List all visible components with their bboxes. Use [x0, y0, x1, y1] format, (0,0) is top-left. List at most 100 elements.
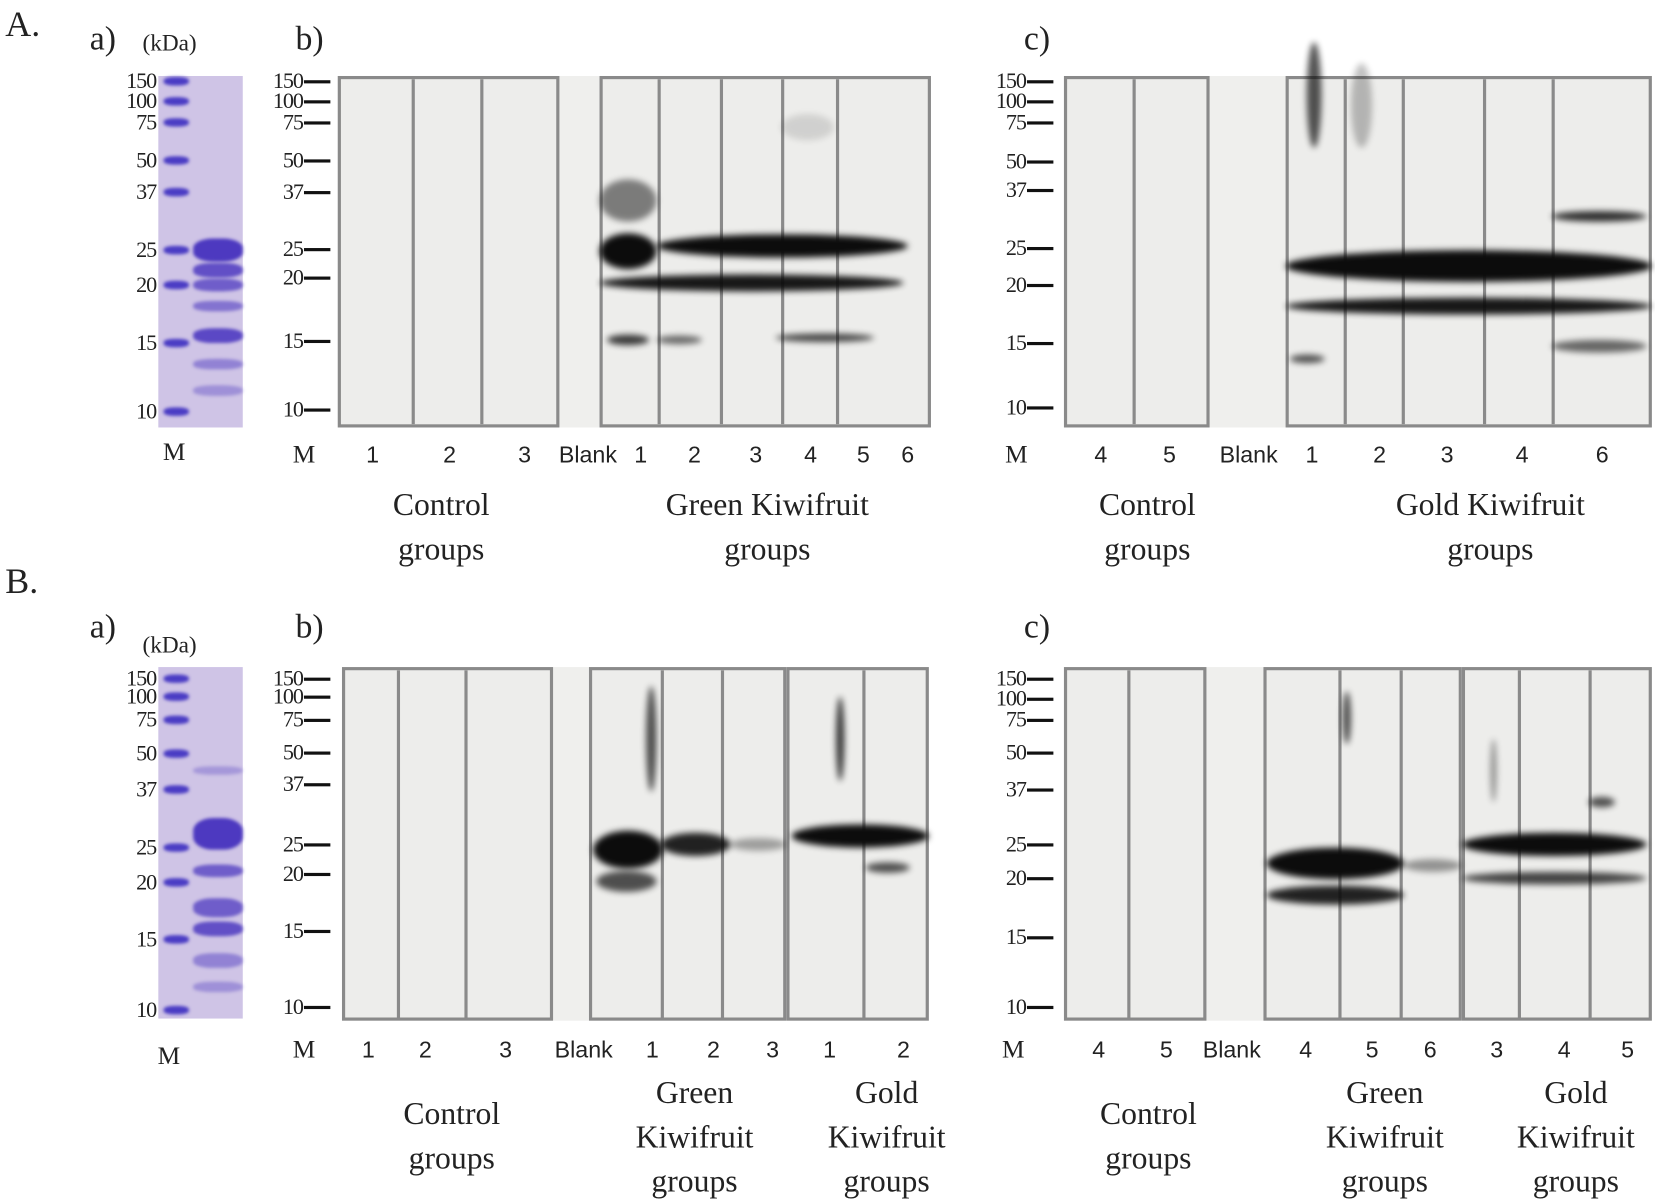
protein-band-B-b [730, 838, 787, 851]
marker-label-A-a: 25 [136, 236, 157, 263]
marker-label-B-b: 20 [282, 860, 304, 887]
marker-band-B [163, 692, 189, 701]
marker-tick-B-b [303, 783, 331, 787]
marker-band-A [163, 245, 189, 255]
group-label-line: groups [408, 1140, 495, 1176]
protein-band-B-c [1266, 885, 1404, 905]
marker-label-B-c: 15 [1005, 924, 1027, 950]
marker-tick-A-b [303, 159, 331, 163]
marker-label-B-b: 50 [282, 739, 304, 765]
lane-divider [411, 79, 415, 425]
marker-band-A [163, 77, 189, 86]
group-label-line: Gold [854, 1075, 919, 1111]
marker-tick-B-b [303, 843, 331, 847]
marker-tick-B-c [1027, 877, 1054, 881]
marker-label-A-a: 10 [136, 398, 157, 424]
sample-band-B [193, 898, 243, 918]
marker-label-B-c: 50 [1005, 739, 1027, 765]
lane-label-A-b: 1 [366, 441, 380, 468]
protein-band-B-c [1461, 871, 1647, 885]
marker-tick-A-b [303, 276, 331, 280]
lane-label-B-b: 1 [823, 1036, 837, 1063]
lane-divider [464, 670, 468, 1018]
marker-band-B [163, 785, 189, 794]
group-label-A-b-2: Green Kiwifruit groups [666, 483, 869, 572]
lane-label-A-b: 3 [518, 441, 532, 468]
group-label-line: Kiwifruit [1516, 1119, 1635, 1155]
marker-label-B-a: 100 [126, 683, 157, 709]
lane-label-B-b: 2 [707, 1036, 720, 1063]
protein-band-A-c [1551, 211, 1647, 222]
group-label-line: Control [1098, 487, 1196, 523]
lane-label-B-a-M: M [157, 1042, 181, 1071]
protein-band-B-c [1490, 738, 1497, 803]
group-label-B-b-3: Gold Kiwifruit groups [828, 1071, 946, 1204]
group-label-line: groups [1532, 1164, 1619, 1200]
marker-tick-A-c [1027, 283, 1054, 288]
marker-label-A-b: 15 [282, 327, 304, 354]
lane-label-B-b: 2 [418, 1036, 432, 1063]
marker-band-A [163, 407, 189, 416]
group-label-line: groups [398, 531, 485, 567]
panel-label-B-c: c) [1023, 606, 1051, 645]
marker-label-B-c: 37 [1005, 776, 1027, 802]
group-label-B-c-3: Gold Kiwifruit groups [1517, 1071, 1635, 1204]
marker-tick-A-b [303, 248, 331, 252]
marker-tick-B-c [1027, 1005, 1054, 1010]
lane-label-B-b: 3 [766, 1036, 780, 1063]
marker-label-B-c: 100 [995, 685, 1027, 711]
unit-label-B-a: (kDa) [142, 631, 197, 658]
marker-tick-B-b [303, 677, 331, 681]
sample-band-A [193, 328, 243, 344]
protein-band-B-b [660, 832, 731, 857]
marker-label-A-a: 37 [136, 178, 157, 205]
marker-label-B-c: 150 [995, 665, 1027, 691]
marker-band-A [163, 187, 189, 197]
marker-label-A-a: 15 [136, 329, 157, 356]
marker-tick-A-c [1027, 121, 1054, 125]
lane-label-A-c: 5 [1163, 441, 1176, 468]
lane-divider [1338, 670, 1342, 1018]
protein-band-A-c [1289, 354, 1325, 364]
lane-label-A-b: 4 [804, 441, 818, 468]
marker-label-B-b: 25 [282, 831, 304, 857]
group-label-line: groups [1341, 1164, 1428, 1200]
marker-label-B-b: 15 [282, 917, 304, 944]
lane-label-A-c: 1 [1305, 441, 1319, 468]
protein-band-A-b [781, 113, 834, 140]
protein-band-A-c [1351, 63, 1373, 148]
marker-tick-B-b [303, 929, 331, 934]
lane-label-B-b: 1 [361, 1036, 375, 1063]
lane-label-B-c: Blank [1202, 1036, 1261, 1063]
marker-label-B-c: 10 [1005, 993, 1027, 1020]
sample-band-A [193, 278, 243, 292]
marker-label-B-c: 20 [1005, 864, 1027, 891]
lane-label-A-c: 2 [1373, 441, 1387, 468]
lane-divider [480, 79, 484, 425]
marker-label-A-a: 50 [136, 147, 157, 173]
blank-lane-A-c [1209, 75, 1286, 428]
group-label-line: groups [651, 1164, 738, 1200]
sample-band-A [193, 358, 243, 370]
sample-band-A [193, 238, 243, 262]
lane-label-A-c: 4 [1094, 441, 1108, 468]
protein-band-B-b [645, 686, 657, 792]
lane-label-B-b: 3 [499, 1036, 513, 1063]
marker-label-B-c: 75 [1005, 706, 1027, 732]
lane-label-A-b: M [292, 441, 316, 469]
blot-group-A-b-1 [337, 75, 560, 428]
group-label-line: Gold [1544, 1075, 1608, 1111]
marker-label-B-a: 10 [136, 996, 157, 1023]
marker-band-B [163, 715, 189, 725]
marker-label-A-c: 150 [995, 68, 1027, 94]
marker-label-A-b: 50 [282, 147, 304, 173]
panel-label-A-a: a) [89, 18, 116, 57]
marker-tick-A-c [1027, 188, 1054, 193]
group-label-line: Kiwifruit [1325, 1119, 1444, 1155]
group-label-line: Kiwifruit [827, 1119, 946, 1155]
marker-band-A [163, 118, 189, 127]
lane-label-A-c: 3 [1440, 441, 1454, 468]
blot-group-B-b-1 [341, 667, 554, 1021]
protein-band-A-c [1551, 339, 1647, 353]
lane-label-A-c: Blank [1219, 441, 1278, 468]
